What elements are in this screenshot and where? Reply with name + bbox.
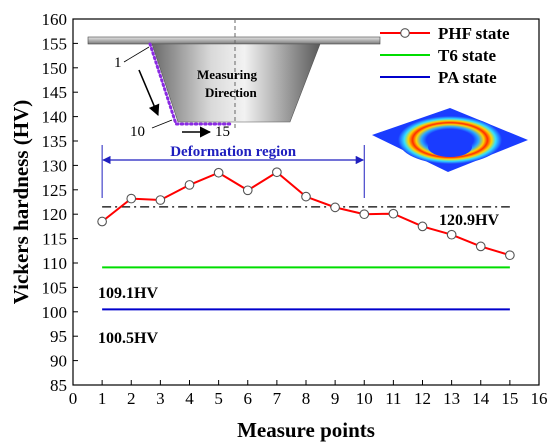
inset-contour-plot xyxy=(372,108,528,172)
y-tick-label: 155 xyxy=(42,34,68,53)
legend-label-pa-state: PA state xyxy=(438,68,497,87)
inset-point-end: 15 xyxy=(215,124,230,140)
phf-state-point xyxy=(155,195,166,205)
y-tick-label: 125 xyxy=(42,181,68,200)
phf-state-point xyxy=(97,216,107,227)
x-tick-label: 8 xyxy=(302,389,311,408)
x-tick-label: 4 xyxy=(185,389,194,408)
phf-state-point xyxy=(505,250,515,261)
legend: PHF state T6 state PA state xyxy=(380,24,510,87)
y-tick-label: 105 xyxy=(42,278,68,297)
phf-state-point xyxy=(388,208,399,219)
x-tick-label: 3 xyxy=(156,389,165,408)
x-tick-label: 13 xyxy=(443,389,460,408)
x-tick-label: 5 xyxy=(214,389,223,408)
phf-state-point xyxy=(213,167,224,178)
phf-state-point xyxy=(475,241,486,252)
deformation-region: Deformation region xyxy=(101,142,365,198)
legend-label-t6-state: T6 state xyxy=(438,46,497,65)
inset-leader-1 xyxy=(123,46,150,63)
y-tick-label: 130 xyxy=(42,156,68,175)
phf-state-point xyxy=(330,202,340,213)
inset-contour-cup-inner xyxy=(428,137,472,157)
x-tick-label: 1 xyxy=(98,389,107,408)
phf-state-point xyxy=(126,193,137,204)
x-tick-label: 10 xyxy=(356,389,373,408)
phf-state-point xyxy=(301,191,311,202)
x-tick-label: 0 xyxy=(69,389,78,408)
inset-label-line2: Direction xyxy=(205,85,258,100)
y-tick-label: 135 xyxy=(42,132,68,151)
y-tick-label: 140 xyxy=(42,108,68,127)
y-tick-label: 150 xyxy=(42,59,68,78)
phf-state-point xyxy=(242,185,253,196)
inset-cup-diagram: 1 10 15 Measuring Direction xyxy=(87,19,381,140)
x-tick-label: 12 xyxy=(414,389,431,408)
y-tick-label: 160 xyxy=(42,10,68,29)
x-tick-label: 2 xyxy=(127,389,136,408)
pa-value-label: 100.5HV xyxy=(98,330,158,347)
inset-arrow-down xyxy=(138,69,160,117)
inset-flange xyxy=(87,36,381,45)
x-tick-label: 15 xyxy=(501,389,518,408)
x-tick-label: 6 xyxy=(244,389,253,408)
y-tick-label: 115 xyxy=(42,230,67,249)
y-tick-label: 145 xyxy=(42,83,68,102)
x-tick-label: 14 xyxy=(472,389,490,408)
y-tick-label: 90 xyxy=(50,352,67,371)
phf-state-point xyxy=(417,221,428,232)
legend-marker-phf-state xyxy=(400,28,410,38)
inset-cup-body xyxy=(151,43,321,123)
inset-point-start: 1 xyxy=(114,55,122,71)
x-axis-ticks: 0 1 2 3 4 5 6 7 8 9 10 11 12 13 14 15 16 xyxy=(69,380,548,408)
y-tick-label: 85 xyxy=(50,376,67,395)
region-label: Deformation region xyxy=(170,144,297,160)
region-label-bg xyxy=(158,142,309,158)
phf-state-point xyxy=(446,229,457,240)
legend-label-phf-state: PHF state xyxy=(438,24,510,43)
inset-point-mid: 10 xyxy=(130,124,145,140)
y-tick-label: 120 xyxy=(42,205,68,224)
x-tick-label: 9 xyxy=(331,389,340,408)
phf-value-label: 120.9HV xyxy=(439,212,499,229)
phf-state-point xyxy=(272,167,282,178)
series-layer xyxy=(97,167,515,311)
x-tick-label: 16 xyxy=(531,389,548,408)
y-axis-ticks: 85 90 95 100 105 110 115 120 125 130 135 140 145 150 1… xyxy=(42,10,78,395)
y-axis-title: Vickers hardness (HV) xyxy=(9,100,33,305)
x-axis-title: Measure points xyxy=(237,418,375,442)
inset-measure-dots xyxy=(148,42,232,126)
y-tick-label: 95 xyxy=(50,327,67,346)
x-tick-label: 11 xyxy=(385,389,401,408)
phf-state-point xyxy=(184,180,195,190)
t6-value-label: 109.1HV xyxy=(98,285,158,302)
x-tick-label: 7 xyxy=(273,389,282,408)
inset-leader-10 xyxy=(151,119,173,129)
phf-state-point xyxy=(359,209,370,220)
y-tick-label: 100 xyxy=(42,303,68,322)
y-tick-label: 110 xyxy=(42,254,67,273)
inset-label-line1: Measuring xyxy=(197,67,257,82)
